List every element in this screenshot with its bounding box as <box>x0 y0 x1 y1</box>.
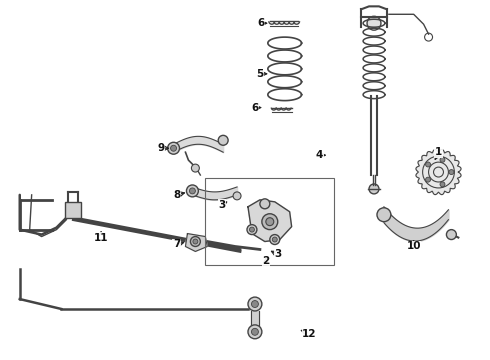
Circle shape <box>266 218 274 226</box>
Circle shape <box>440 157 445 162</box>
Text: 3: 3 <box>274 249 281 260</box>
Circle shape <box>247 225 257 235</box>
Circle shape <box>193 239 198 244</box>
Circle shape <box>251 301 258 307</box>
Circle shape <box>262 214 278 230</box>
Circle shape <box>248 325 262 339</box>
Text: 12: 12 <box>302 329 317 339</box>
Text: 5: 5 <box>256 69 264 79</box>
Bar <box>205 178 334 265</box>
Circle shape <box>369 184 379 194</box>
Text: 8: 8 <box>173 190 180 200</box>
Polygon shape <box>185 234 207 251</box>
Circle shape <box>426 177 431 182</box>
Circle shape <box>260 199 270 209</box>
Circle shape <box>270 235 280 244</box>
Circle shape <box>192 164 199 172</box>
Circle shape <box>446 230 456 239</box>
Text: 1: 1 <box>435 147 442 157</box>
Circle shape <box>248 297 262 311</box>
Text: 6: 6 <box>251 103 259 113</box>
Text: 10: 10 <box>406 242 421 252</box>
Text: 9: 9 <box>157 143 164 153</box>
Circle shape <box>218 135 228 145</box>
Bar <box>65 202 81 218</box>
Circle shape <box>190 188 196 194</box>
Circle shape <box>191 237 200 247</box>
Circle shape <box>426 162 431 167</box>
Text: 4: 4 <box>316 150 323 160</box>
Circle shape <box>249 227 254 232</box>
Circle shape <box>377 208 391 222</box>
Circle shape <box>187 185 198 197</box>
Circle shape <box>449 170 454 175</box>
Circle shape <box>168 142 179 154</box>
Text: 3: 3 <box>219 200 226 210</box>
Text: 2: 2 <box>262 256 270 266</box>
Text: 7: 7 <box>173 239 180 249</box>
Circle shape <box>440 182 445 187</box>
Circle shape <box>171 145 176 151</box>
Text: 11: 11 <box>94 233 108 243</box>
Polygon shape <box>248 200 292 242</box>
Circle shape <box>367 16 381 30</box>
Circle shape <box>233 192 241 200</box>
Text: 6: 6 <box>257 18 265 28</box>
Circle shape <box>251 328 258 335</box>
Polygon shape <box>416 149 461 195</box>
Circle shape <box>272 237 277 242</box>
Polygon shape <box>251 311 259 329</box>
